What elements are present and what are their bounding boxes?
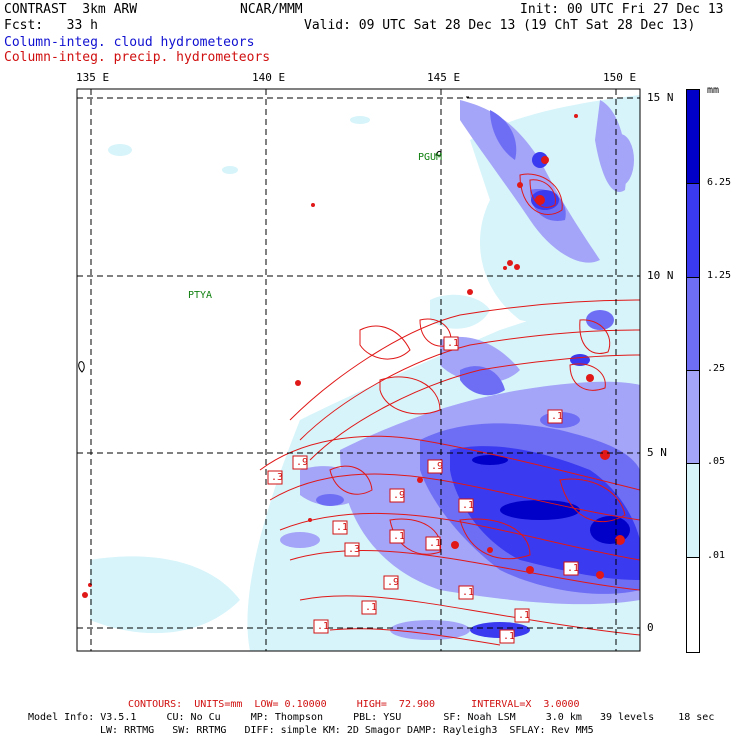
- org-label: NCAR/MMM: [240, 2, 303, 17]
- contour-label: .1: [503, 631, 516, 642]
- contour-label: .9: [431, 461, 444, 472]
- contour-label: .1: [567, 563, 580, 574]
- lon-label: 150 E: [603, 71, 637, 84]
- field-precip-title: Column-integ. precip. hydrometeors: [4, 50, 271, 65]
- map-frame: [76, 88, 641, 652]
- lat-lon-grid: [77, 89, 640, 651]
- contour-label: .9: [393, 490, 406, 501]
- contour-label: .1: [462, 587, 475, 598]
- contour-label: .1: [518, 610, 531, 621]
- contour-label: .3: [348, 544, 361, 555]
- colorbar-segment: [687, 371, 699, 464]
- contour-label: .1: [336, 522, 349, 533]
- colorbar-segment: [687, 464, 699, 558]
- precip-contours: [259, 173, 640, 646]
- model-info: Model Info: V3.5.1 CU: No Cu MP: Thompso…: [28, 712, 715, 723]
- colorbar: [686, 89, 700, 653]
- contour-label: .1: [393, 531, 406, 542]
- contour-label: .1: [447, 338, 460, 349]
- model-title: CONTRAST 3km ARW: [4, 2, 138, 17]
- lon-label: 135 E: [76, 71, 110, 84]
- contours-info: CONTOURS: UNITS=mm LOW= 0.10000 HIGH= 72…: [128, 699, 580, 710]
- lat-label: 5 N: [647, 446, 667, 459]
- init-time: Init: 00 UTC Fri 27 Dec 13: [520, 2, 724, 17]
- colorbar-tick: .25: [707, 363, 726, 374]
- lat-label: 10 N: [647, 269, 674, 282]
- precip-cores: [82, 114, 625, 598]
- contour-label: .1: [462, 500, 475, 511]
- station-label-ptya: PTYA: [188, 290, 213, 301]
- valid-time: Valid: 09 UTC Sat 28 Dec 13 (19 ChT Sat …: [304, 18, 696, 33]
- contour-label: .1: [429, 538, 442, 549]
- colorbar-tick: .01: [707, 550, 726, 561]
- lat-label: 15 N: [647, 91, 674, 104]
- hydrometeor-fields: [77, 89, 640, 651]
- colorbar-tick: .05: [707, 456, 726, 467]
- contour-label: .1: [551, 411, 564, 422]
- colorbar-tick: 1.25: [707, 270, 732, 281]
- lon-label: 145 E: [427, 71, 461, 84]
- colorbar-segment: [687, 184, 699, 278]
- colorbar-tick: 6.25: [707, 177, 732, 188]
- contour-label: .9: [296, 457, 309, 468]
- station-label-pgum: PGUM: [418, 152, 443, 163]
- contour-label: .1: [365, 602, 378, 613]
- contour-label: .9: [387, 577, 400, 588]
- forecast-hour: Fcst: 33 h: [4, 18, 98, 33]
- colorbar-segment: [687, 90, 699, 184]
- colorbar-segment: [687, 558, 699, 652]
- contour-label: .1: [317, 621, 330, 632]
- model-info-physics: LW: RRTMG SW: RRTMG DIFF: simple KM: 2D …: [100, 725, 594, 736]
- contour-label: .3: [271, 472, 284, 483]
- contour-label-boxes: [267, 336, 579, 644]
- lat-label: 0: [647, 621, 654, 634]
- coastlines: [78, 96, 469, 373]
- colorbar-unit: mm: [707, 85, 720, 96]
- lon-label: 140 E: [252, 71, 286, 84]
- colorbar-segment: [687, 278, 699, 371]
- field-cloud-title: Column-integ. cloud hydrometeors: [4, 35, 255, 50]
